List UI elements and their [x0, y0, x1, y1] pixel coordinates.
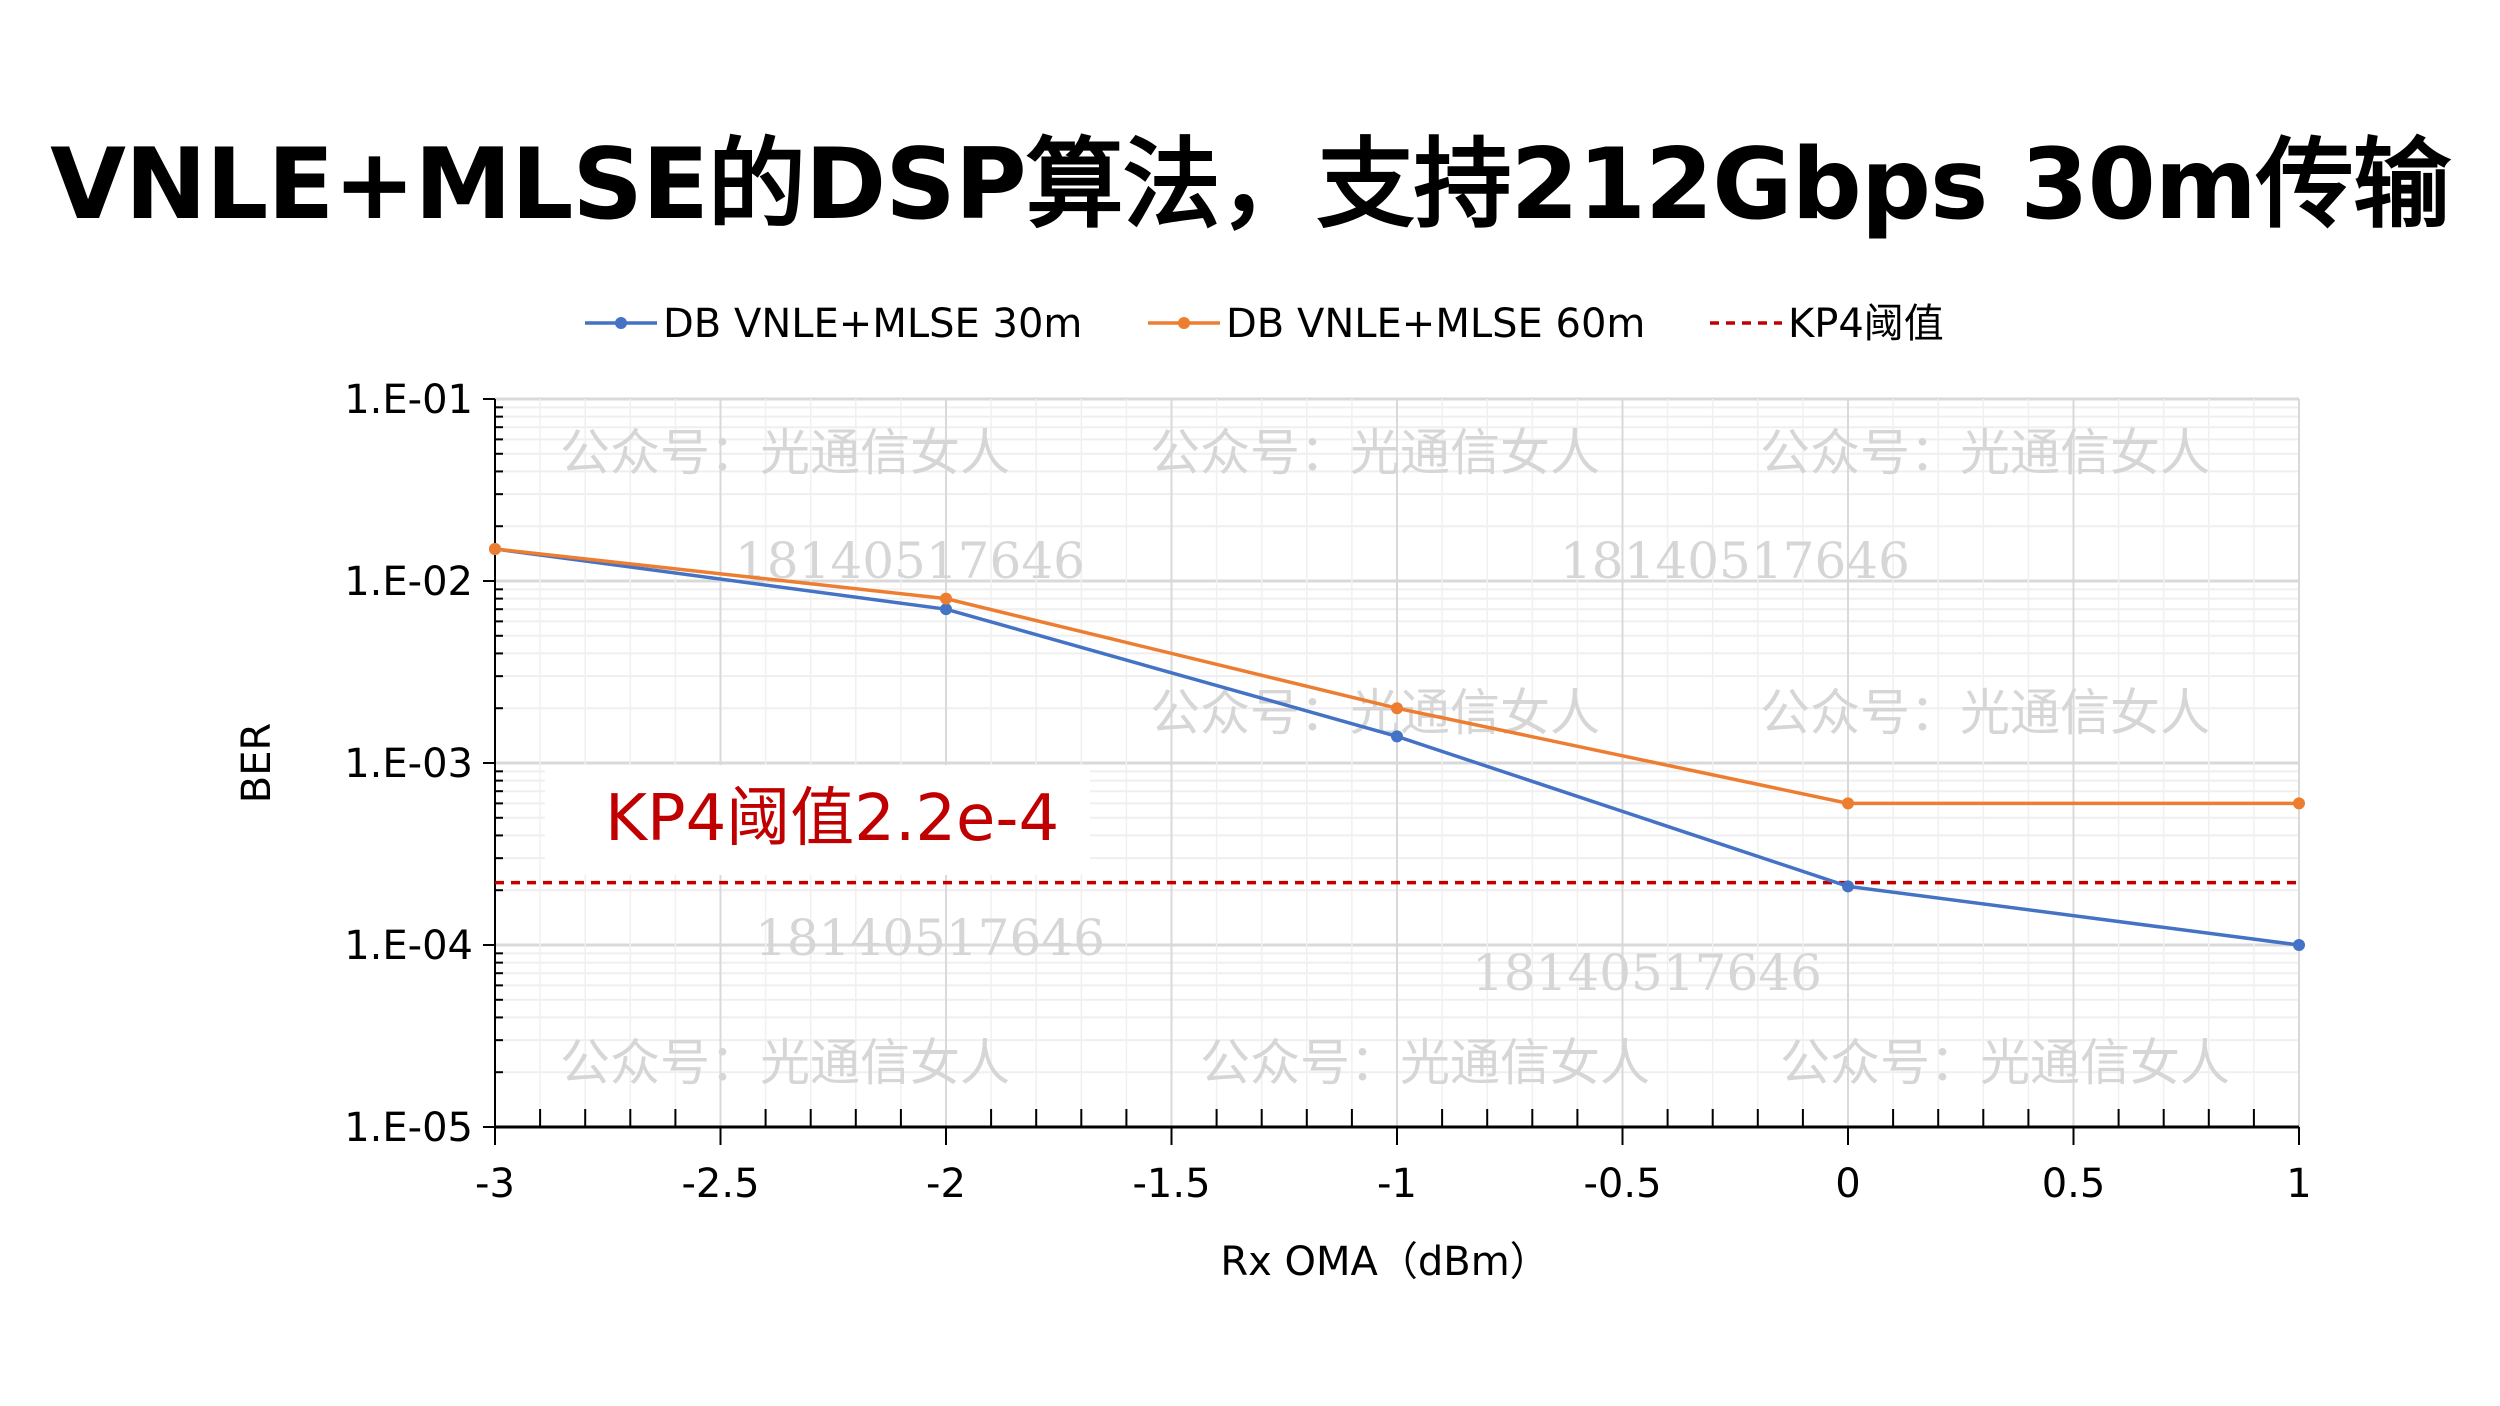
- annotation-background: [545, 765, 1090, 875]
- data-point: [1842, 880, 1854, 893]
- watermark-account: 公众号：光通信女人: [1760, 684, 2210, 742]
- y-tick-label: 1.E-03: [344, 741, 473, 787]
- x-tick-label: -2.5: [681, 1161, 759, 1207]
- x-tick-label: -1: [1377, 1161, 1417, 1207]
- legend-marker: [1178, 317, 1190, 329]
- series: [489, 542, 2305, 951]
- watermark-phone: 18140517646: [1560, 532, 1910, 590]
- y-tick-label: 1.E-05: [344, 1105, 473, 1151]
- x-tick-label: -3: [475, 1161, 515, 1207]
- x-tick-label: 1: [2286, 1161, 2311, 1207]
- data-point: [1391, 702, 1403, 715]
- x-tick-label: -0.5: [1583, 1161, 1661, 1207]
- watermark-account: 公众号：光通信女人: [1760, 424, 2210, 482]
- legend: DB VNLE+MLSE 30m DB VNLE+MLSE 60m KP4阈值: [585, 301, 1944, 347]
- x-tick-label: 0.5: [2042, 1161, 2106, 1207]
- x-axis-label: Rx OMA（dBm）: [1220, 1239, 1549, 1285]
- legend-marker: [615, 317, 627, 329]
- watermark-account: 公众号：光通信女人: [560, 1034, 1010, 1092]
- x-tick-label: 0: [1835, 1161, 1860, 1207]
- watermark-account: 公众号：光通信女人: [1150, 424, 1600, 482]
- data-point: [940, 592, 952, 605]
- y-tick-label: 1.E-04: [344, 923, 473, 969]
- y-tick-label: 1.E-01: [344, 377, 473, 423]
- axes: 1.E-01 1.E-02 1.E-03 1.E-04 1.E-05-3 -2.5 -2 -1…: [344, 377, 2312, 1207]
- watermark-phone: 18140517646: [755, 909, 1105, 967]
- legend-label: DB VNLE+MLSE 30m: [663, 301, 1082, 347]
- x-tick-label: -2: [926, 1161, 966, 1207]
- watermark-phone: 18140517646: [1472, 944, 1822, 1002]
- kp4-annotation: KP4阈值2.2e-4: [605, 782, 1059, 856]
- data-point: [2293, 797, 2305, 810]
- data-point: [1842, 797, 1854, 810]
- y-tick-label: 1.E-02: [344, 559, 473, 605]
- legend-label: DB VNLE+MLSE 60m: [1226, 301, 1645, 347]
- data-point: [1391, 730, 1403, 743]
- watermark-account: 公众号：光通信女人: [1200, 1034, 1650, 1092]
- data-point: [489, 542, 501, 555]
- y-axis-label: BER: [234, 723, 280, 804]
- watermark-account: 公众号：光通信女人: [1150, 684, 1600, 742]
- watermark-account: 公众号：光通信女人: [560, 424, 1010, 482]
- page-title: VNLE+MLSE的DSP算法，支持212Gbps 30m传输: [50, 128, 2451, 242]
- legend-label: KP4阈值: [1788, 301, 1944, 347]
- x-tick-label: -1.5: [1132, 1161, 1210, 1207]
- watermark-account: 公众号：光通信女人: [1780, 1034, 2230, 1092]
- data-point: [2293, 939, 2305, 951]
- data-point: [940, 603, 952, 616]
- gridlines: [494, 397, 2300, 1129]
